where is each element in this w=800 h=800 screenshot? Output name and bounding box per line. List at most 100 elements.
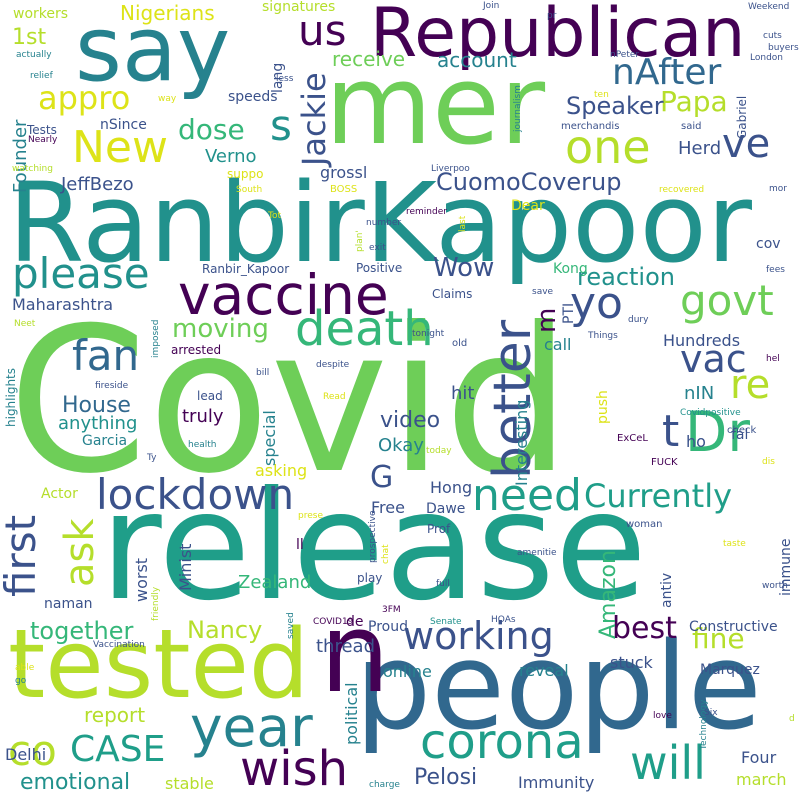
word-love: love: [653, 711, 672, 721]
word-us: us: [298, 6, 347, 55]
word-fine: fine: [692, 622, 745, 655]
word-reaction: reaction: [577, 263, 675, 291]
word-speeds: speeds: [228, 89, 278, 105]
word-delhi: Delhi: [5, 745, 47, 764]
word-okay: Okay: [378, 435, 424, 456]
word-verno: Verno: [205, 146, 257, 167]
word-vac: vac: [680, 337, 747, 381]
word-ranbir-kapoor: Ranbir_Kapoor: [202, 262, 290, 276]
word-nin: nIN: [684, 383, 715, 404]
word-d: d: [789, 714, 795, 724]
word-need: need: [472, 470, 582, 521]
word-charge: charge: [369, 780, 400, 790]
word-stable: stable: [165, 774, 214, 793]
word-go: go: [15, 676, 27, 686]
word-amazon: Amazon: [596, 550, 621, 639]
word-hundreds: Hundreds: [663, 331, 741, 350]
word-emotional: emotional: [20, 770, 131, 795]
word-thread: thread: [316, 636, 376, 657]
word-lockdown: lockdown: [96, 470, 295, 519]
word-t: t: [662, 406, 680, 457]
word-pelosi: Pelosi: [414, 765, 478, 790]
word-special: special: [260, 410, 279, 466]
word-gabriel: Gabriel: [735, 95, 749, 139]
word-wish: wish: [240, 741, 349, 797]
word-mer: mer: [325, 41, 546, 169]
word-london: London: [750, 53, 783, 63]
word-one: one: [565, 120, 651, 174]
word-garcia: Garcia: [82, 433, 128, 449]
word-way: way: [158, 94, 177, 104]
word-naman: naman: [44, 596, 93, 612]
word-herd: Herd: [678, 138, 722, 159]
word-ranbirkapoor: RanbirKapoor: [8, 159, 753, 287]
word-ll: ll: [296, 537, 304, 553]
word-minist: Minist: [176, 543, 195, 591]
word-tests: Tests: [27, 123, 57, 137]
word-things: Things: [588, 331, 618, 341]
word-tot: Tot: [268, 211, 282, 221]
word-zealand: Zealand: [238, 572, 312, 593]
word-co: co: [8, 726, 57, 775]
word-dose: dose: [178, 113, 245, 146]
word-nearly: Nearly: [28, 135, 58, 145]
word-fireside: fireside: [95, 381, 129, 391]
word-working: working: [403, 614, 554, 658]
word-truly: truly: [182, 406, 224, 427]
word-imposed: imposed: [151, 319, 161, 358]
word-antiv: antiv: [659, 572, 675, 608]
word-republican: Republican: [370, 0, 746, 73]
word-de: de: [346, 614, 364, 630]
word-merchandis: merchandis: [561, 121, 620, 132]
word-friendly: friendly: [151, 586, 161, 621]
word-less: less: [276, 74, 294, 84]
word-release: release: [100, 460, 647, 634]
word-able: able: [15, 663, 35, 673]
word-interesting: Interesting: [512, 399, 531, 486]
word-march: march: [736, 770, 787, 789]
word-tested: tested: [8, 610, 310, 720]
word-highlights: highlights: [4, 367, 18, 427]
word-reminder: reminder: [406, 207, 447, 217]
word-cov: cov: [756, 236, 781, 252]
word-please: please: [12, 249, 150, 298]
word-case: CASE: [70, 729, 166, 770]
word-prospective: prospective: [368, 510, 378, 563]
word-check: check: [727, 425, 757, 436]
word-signatures: signatures: [262, 0, 336, 15]
word-fal: fal: [731, 427, 749, 443]
word-said: said: [681, 121, 702, 132]
word-fan: fan: [72, 331, 140, 380]
word-buyers: buyers: [768, 43, 799, 53]
word-hel: hel: [766, 354, 780, 364]
word-political: political: [342, 682, 361, 745]
word-claims: Claims: [432, 287, 473, 301]
word-join: Join: [483, 1, 500, 11]
word-prof: Prof: [427, 522, 451, 536]
word-anything: anything: [58, 413, 138, 434]
word-last: last: [458, 215, 468, 232]
word-boss: BOSS: [330, 184, 358, 195]
word-papa: Papa: [660, 85, 728, 118]
word-m: m: [532, 307, 562, 333]
word-ve: ve: [722, 121, 771, 167]
word-woman: woman: [626, 519, 663, 530]
word-jeffbezo: JeffBezo: [61, 174, 134, 195]
word-call: call: [544, 335, 572, 354]
word-senate: Senate: [430, 617, 462, 627]
word-house: House: [62, 393, 131, 418]
word-g: G: [370, 460, 394, 495]
word-neet: Neet: [14, 319, 36, 329]
word-new: New: [72, 122, 168, 173]
word-watching: watching: [12, 164, 53, 174]
word-recovered: recovered: [659, 185, 705, 195]
word-worth: worth: [762, 581, 788, 591]
word-first: first: [0, 514, 45, 597]
word-nafter: nAfter: [612, 52, 722, 93]
word-covid: Covid: [8, 285, 571, 518]
word-play: play: [357, 571, 383, 585]
word-today: today: [426, 446, 452, 456]
word-asking: asking: [255, 461, 308, 480]
word-tonight: tonight: [412, 329, 445, 339]
